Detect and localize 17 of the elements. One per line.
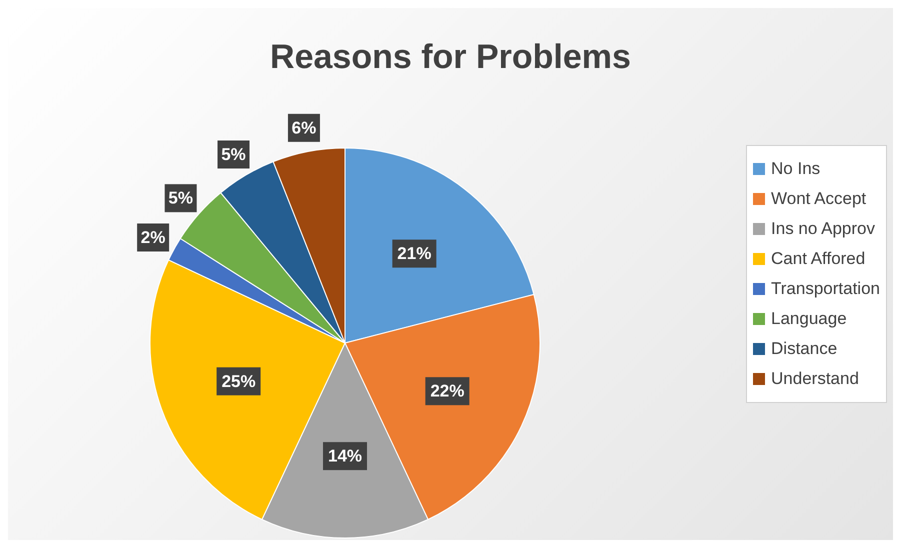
data-label: 6%: [292, 118, 316, 138]
data-label: 21%: [397, 244, 432, 264]
legend-label: No Ins: [771, 158, 820, 180]
legend-label: Wont Accept: [771, 188, 866, 210]
legend-label: Ins no Approv: [771, 218, 875, 240]
data-label: 22%: [430, 382, 464, 401]
data-label: 5%: [168, 188, 194, 208]
legend-label: Cant Affored: [771, 248, 866, 270]
data-label: 2%: [140, 228, 166, 247]
legend-label: Language: [771, 308, 847, 330]
chart-title: Reasons for Problems: [269, 38, 632, 77]
legend-label: Transportation: [771, 278, 880, 300]
data-label: 25%: [222, 372, 256, 391]
legend-label: Distance: [771, 338, 838, 360]
data-label: 5%: [221, 144, 246, 164]
data-label: 14%: [328, 446, 362, 466]
legend-label: Understand: [771, 368, 859, 390]
